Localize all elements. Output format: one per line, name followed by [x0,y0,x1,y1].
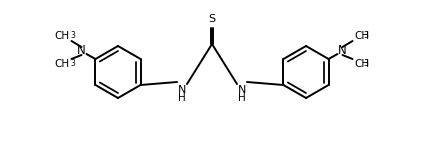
Text: CH: CH [54,31,70,41]
Text: N: N [338,44,347,58]
Text: 3: 3 [363,32,368,40]
Text: N: N [77,44,86,58]
Text: CH: CH [354,59,370,69]
Text: N: N [178,85,186,95]
Text: 3: 3 [363,59,368,68]
Text: 3: 3 [70,59,75,68]
Text: 3: 3 [70,32,75,40]
Text: H: H [178,93,186,103]
Text: S: S [209,14,215,24]
Text: CH: CH [54,59,70,69]
Text: N: N [238,85,246,95]
Text: H: H [238,93,246,103]
Text: CH: CH [354,31,370,41]
